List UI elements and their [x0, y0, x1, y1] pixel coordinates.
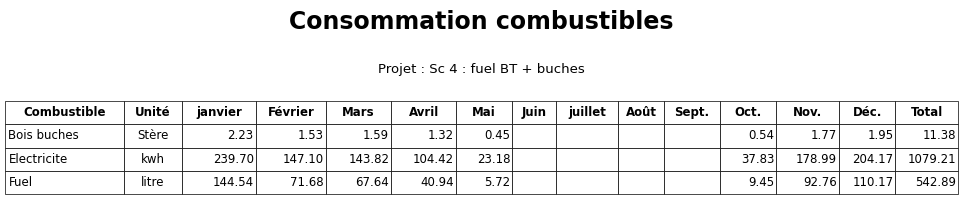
Text: Projet : Sc 4 : fuel BT + buches: Projet : Sc 4 : fuel BT + buches [378, 63, 585, 76]
Text: Consommation combustibles: Consommation combustibles [289, 10, 674, 34]
